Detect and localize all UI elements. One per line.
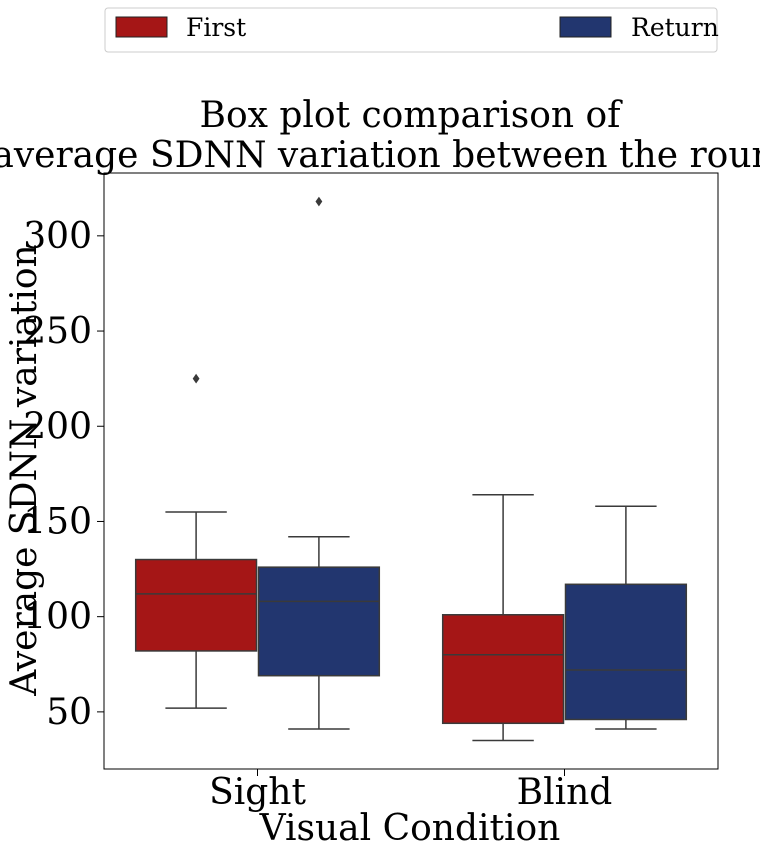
legend-label-first: First bbox=[186, 13, 246, 42]
y-tick-label: 250 bbox=[23, 311, 92, 352]
box-return-sight bbox=[257, 196, 381, 730]
y-tick-label: 150 bbox=[23, 501, 92, 542]
box-body bbox=[564, 583, 688, 721]
plot-area bbox=[103, 172, 719, 770]
boxes bbox=[134, 196, 688, 742]
y-tick-label: 300 bbox=[23, 216, 92, 257]
outlier-point bbox=[315, 196, 323, 207]
x-tick-label: Sight bbox=[209, 772, 306, 813]
box-first-blind bbox=[441, 494, 565, 742]
box-return-blind bbox=[564, 505, 688, 730]
outlier-point bbox=[192, 373, 200, 384]
chart-title-line-1: Box plot comparison of bbox=[200, 95, 624, 136]
box-body bbox=[441, 614, 565, 725]
y-tick-label: 100 bbox=[23, 597, 92, 638]
box-body bbox=[257, 566, 381, 677]
legend-label-return: Return bbox=[631, 13, 719, 42]
x-axis: Sight Blind bbox=[209, 769, 612, 813]
y-tick-label: 200 bbox=[23, 406, 92, 447]
x-axis-label: Visual Condition bbox=[259, 808, 561, 849]
y-axis-label: Average SDNN variation bbox=[4, 244, 45, 696]
box-first-sight bbox=[134, 373, 258, 709]
chart-title-line-2: average SDNN variation between the round… bbox=[0, 135, 760, 176]
legend-swatch-return bbox=[559, 16, 612, 38]
x-tick-label: Blind bbox=[517, 772, 613, 813]
y-axis: 50 100 150 200 250 300 bbox=[23, 216, 104, 733]
legend: First Return bbox=[104, 7, 719, 53]
legend-swatch-first bbox=[115, 16, 168, 38]
y-tick-label: 50 bbox=[46, 692, 92, 733]
box-body bbox=[134, 558, 258, 652]
